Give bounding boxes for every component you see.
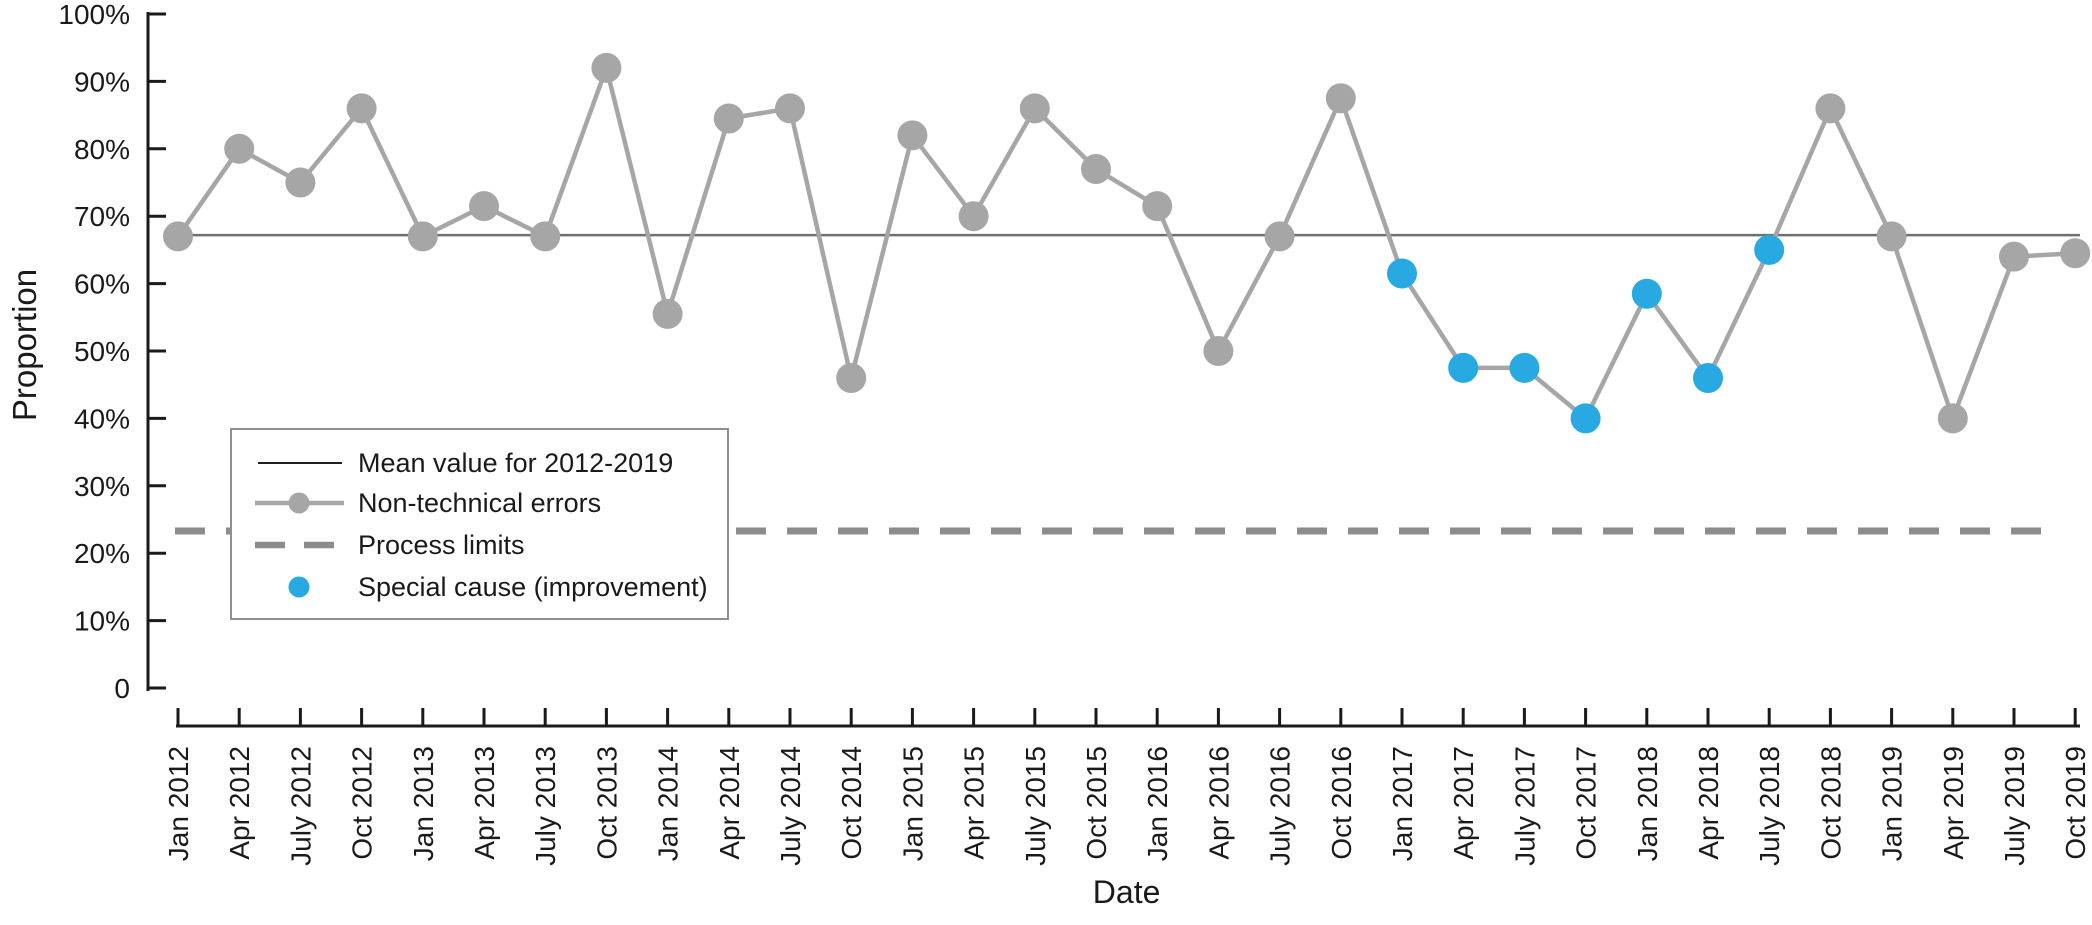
data-point <box>1081 154 1111 185</box>
data-point-special-cause <box>1631 278 1662 309</box>
x-tick-label: Oct 2014 <box>836 746 867 860</box>
x-tick-label: July 2015 <box>1020 746 1051 866</box>
x-tick-label: Jan 2018 <box>1632 746 1663 861</box>
y-tick-label: 0 <box>114 673 130 704</box>
x-tick-label: Oct 2018 <box>1815 746 1846 860</box>
x-tick-label: July 2018 <box>1754 746 1785 866</box>
data-point-special-cause <box>1570 403 1601 434</box>
y-tick-label: 70% <box>74 201 130 232</box>
data-point <box>1019 93 1050 124</box>
data-point <box>2060 238 2091 269</box>
data-point <box>591 52 622 83</box>
x-tick-label: July 2012 <box>285 746 316 866</box>
data-point <box>1142 191 1173 222</box>
x-tick-label: Oct 2016 <box>1326 746 1357 860</box>
data-point <box>163 221 193 252</box>
data-point-special-cause <box>1387 258 1417 289</box>
data-point <box>224 133 255 164</box>
x-tick-label: Apr 2012 <box>224 746 255 860</box>
x-tick-label: July 2013 <box>530 746 561 866</box>
y-tick-label: 20% <box>74 538 130 569</box>
y-tick-label: 100% <box>58 0 130 30</box>
x-tick-label: Oct 2017 <box>1571 746 1602 860</box>
y-axis-title: Proportion <box>6 269 43 421</box>
data-point <box>469 191 499 222</box>
x-tick-label: July 2016 <box>1265 746 1296 866</box>
x-tick-label: Jan 2013 <box>408 746 439 861</box>
data-point-special-cause <box>1509 352 1540 383</box>
y-tick-label: 60% <box>74 269 130 300</box>
data-point-special-cause <box>1754 234 1785 265</box>
data-point-special-cause <box>1693 362 1723 393</box>
x-tick-label: Jan 2015 <box>897 746 928 861</box>
x-tick-label: Oct 2012 <box>347 746 378 860</box>
x-tick-label: July 2019 <box>1999 746 2030 866</box>
x-axis-title: Date <box>1093 874 1161 910</box>
series-line <box>175 65 2078 421</box>
legend-series-marker-sample <box>288 492 310 514</box>
data-point <box>1937 403 1968 434</box>
x-tick-label: Jan 2019 <box>1877 746 1908 861</box>
legend-label-special-cause: Special cause (improvement) <box>358 572 708 602</box>
data-point <box>836 362 867 393</box>
legend-box <box>230 428 729 620</box>
x-tick-label: Jan 2017 <box>1387 746 1418 861</box>
x-tick-label: Oct 2015 <box>1081 746 1112 860</box>
data-point-special-cause <box>1448 352 1479 383</box>
data-point <box>958 201 989 232</box>
y-tick-label: 40% <box>74 403 130 434</box>
data-point <box>407 221 438 252</box>
legend-label-mean: Mean value for 2012-2019 <box>358 448 673 478</box>
data-point <box>530 221 561 252</box>
y-tick-label: 10% <box>74 606 130 637</box>
y-tick-label: 80% <box>74 134 130 165</box>
x-tick-label: July 2017 <box>1509 746 1540 866</box>
x-tick-label: Oct 2013 <box>591 746 622 860</box>
data-point <box>1264 221 1295 252</box>
data-point <box>897 120 928 151</box>
legend-label-series: Non-technical errors <box>358 488 601 518</box>
x-tick-label: Apr 2017 <box>1448 746 1479 860</box>
data-point <box>1325 83 1356 114</box>
x-tick-label: Apr 2016 <box>1203 746 1234 860</box>
data-point <box>775 93 805 124</box>
x-tick-label: Jan 2012 <box>163 746 194 861</box>
x-tick-label: Apr 2018 <box>1693 746 1724 860</box>
x-tick-label: Oct 2019 <box>2060 746 2091 860</box>
x-tick-label: Apr 2019 <box>1938 746 1969 860</box>
x-tick-label: Jan 2014 <box>653 746 684 861</box>
y-tick-label: 50% <box>74 336 130 367</box>
x-tick-label: Apr 2014 <box>714 746 745 860</box>
data-point <box>346 93 377 124</box>
legend-special-cause-marker-sample <box>288 576 310 598</box>
x-tick-label: July 2014 <box>775 746 806 866</box>
data-point <box>1876 221 1907 252</box>
x-tick-label: Apr 2013 <box>469 746 500 860</box>
x-tick-label: Apr 2015 <box>959 746 990 860</box>
y-tick-label: 30% <box>74 471 130 502</box>
data-point <box>1815 93 1846 124</box>
data-point <box>1999 241 2029 272</box>
data-point <box>713 103 744 134</box>
legend-label-process-limits: Process limits <box>358 530 525 560</box>
data-point <box>652 298 683 329</box>
data-point <box>1203 336 1234 366</box>
x-tick-label: Jan 2016 <box>1142 746 1173 861</box>
data-point <box>285 167 316 198</box>
y-tick-label: 90% <box>74 66 130 97</box>
